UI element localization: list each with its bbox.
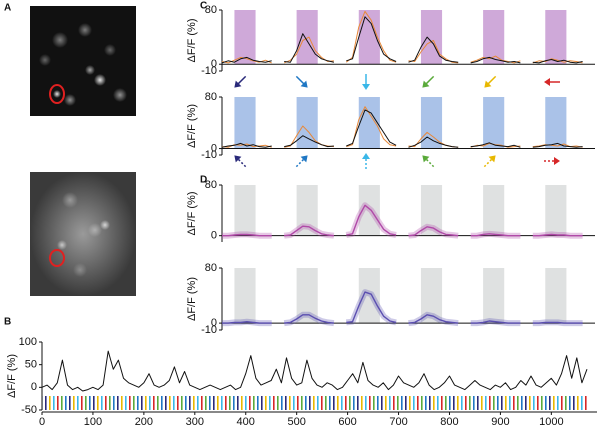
stimulus-window	[420, 10, 443, 65]
stimulus-window	[545, 185, 567, 236]
panel-label: C	[200, 1, 207, 12]
stimulus-window	[296, 97, 318, 149]
stimulus-window	[296, 268, 318, 324]
y-tick-label: 80	[205, 262, 217, 274]
arrows-top	[230, 72, 561, 92]
stimulus-window	[420, 268, 443, 324]
x-tick-label: 800	[440, 416, 458, 426]
y-axis-label: ΔF/F (%)	[186, 104, 198, 148]
y-tick-label: 0	[31, 381, 37, 393]
stimulus-window	[234, 97, 256, 149]
stimulus-window	[296, 10, 318, 65]
image-top	[30, 6, 136, 116]
stimulus-window	[296, 185, 318, 236]
stimulus-window	[420, 97, 443, 149]
stimulus-window	[483, 10, 505, 65]
stimulus-window	[234, 185, 256, 236]
y-axis-label: ΔF/F (%)	[186, 18, 198, 62]
stimulus-window	[483, 185, 505, 236]
y-axis-label: ΔF/F (%)	[186, 191, 198, 235]
x-tick-label: 1000	[539, 416, 563, 426]
error-band	[222, 289, 583, 327]
stimulus-window	[545, 97, 567, 149]
x-tick-label: 200	[135, 416, 153, 426]
x-tick-label: 400	[237, 416, 255, 426]
trace	[221, 16, 583, 64]
stimulus-window	[358, 97, 380, 149]
y-tick-label: 100	[19, 336, 37, 348]
stimulus-window	[545, 268, 567, 324]
y-tick-label: 0	[211, 317, 217, 329]
y-tick-label: -10	[201, 149, 217, 161]
stimulus-window	[358, 185, 380, 236]
y-tick-label: 80	[205, 91, 217, 103]
trace	[221, 109, 583, 148]
x-tick-label: 600	[338, 416, 356, 426]
y-axis-label: ΔF/F (%)	[186, 277, 198, 321]
stimulus-window	[420, 185, 443, 236]
x-tick-label: 900	[491, 416, 509, 426]
y-tick-label: 80	[205, 179, 217, 191]
x-tick-label: 500	[287, 416, 305, 426]
x-tick-label: 700	[389, 416, 407, 426]
y-tick-label: -10	[201, 324, 217, 336]
trace	[221, 10, 583, 64]
y-tick-label: -10	[201, 65, 217, 77]
y-axis-label: ΔF/F (%)	[6, 354, 18, 398]
trace	[222, 204, 583, 237]
image-bottom	[30, 172, 136, 296]
stimulus-window	[234, 10, 256, 65]
panel-label: A	[4, 3, 11, 14]
stimulus-window	[545, 10, 567, 65]
stimulus-window	[358, 10, 380, 65]
error-band	[222, 202, 583, 239]
stimulus-window	[483, 97, 505, 149]
x-tick-label: 0	[39, 416, 45, 426]
y-tick-label: 50	[25, 359, 37, 371]
y-tick-label: 80	[205, 4, 217, 16]
stimulus-events	[42, 396, 587, 410]
x-tick-label: 300	[186, 416, 204, 426]
y-tick-label: 0	[211, 142, 217, 154]
y-tick-label: -50	[21, 404, 37, 416]
y-tick-label: 0	[211, 230, 217, 242]
panel-label: B	[4, 317, 11, 328]
stimulus-window	[234, 268, 256, 324]
panel-label: D	[200, 175, 207, 186]
stimulus-window	[358, 268, 380, 324]
stimulus-window	[483, 268, 505, 324]
trace	[222, 291, 583, 324]
trace	[41, 350, 588, 392]
x-tick-label: 100	[84, 416, 102, 426]
y-tick-label: 0	[211, 58, 217, 70]
trace	[221, 106, 583, 148]
arrows-bottom	[230, 151, 561, 171]
